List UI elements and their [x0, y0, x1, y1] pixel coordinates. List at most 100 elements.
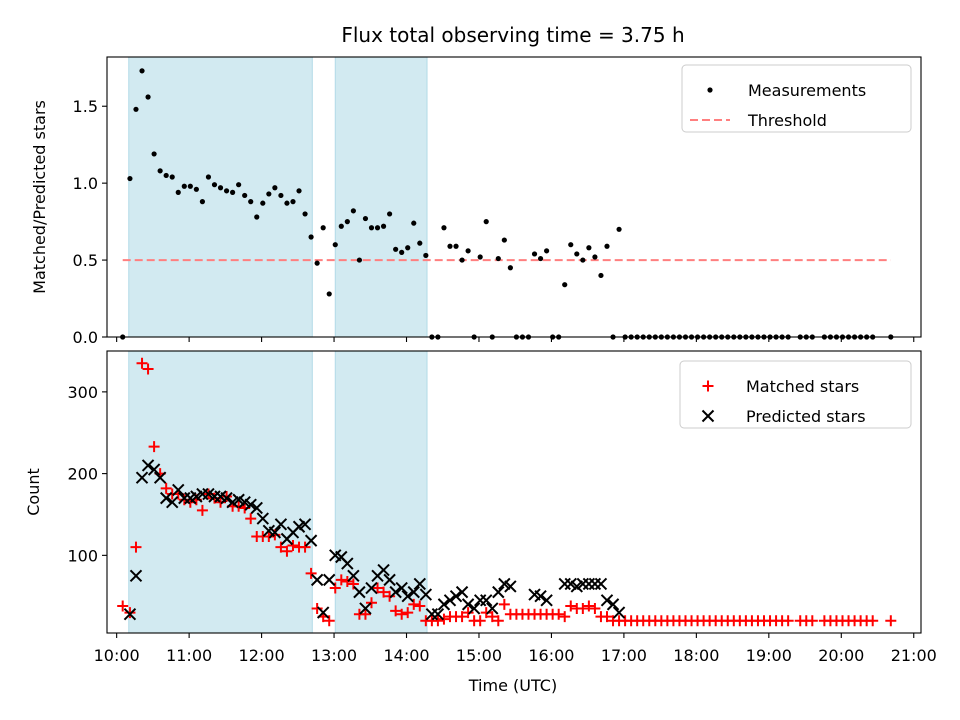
measurement-point	[230, 189, 236, 195]
measurement-point	[537, 255, 544, 262]
y-tick-label: 200	[67, 465, 98, 484]
measurement-point	[544, 248, 550, 254]
y-tick-label: 0.0	[73, 328, 98, 347]
matched-stars-point	[329, 582, 341, 594]
observation-windows	[128, 56, 428, 338]
measurement-point	[616, 226, 622, 232]
predicted-stars-point	[323, 573, 336, 587]
measurement-point	[205, 174, 212, 180]
ratio-data-marks	[120, 68, 894, 340]
measurement-point	[344, 219, 350, 225]
matched-stars-point	[414, 600, 426, 612]
matched-stars-point	[396, 608, 408, 620]
measurement-point	[163, 172, 169, 179]
measurement-point	[260, 200, 266, 206]
x-tick-label: 18:00	[673, 646, 719, 665]
x-tick-label: 16:00	[528, 646, 574, 665]
matched-stars-point	[263, 531, 275, 543]
measurement-point	[242, 192, 248, 199]
x-tick-label: 19:00	[746, 646, 792, 665]
y-tick-label: 0.5	[73, 251, 98, 270]
predicted-stars-point	[304, 534, 318, 547]
measurement-point	[320, 225, 326, 231]
predicted-stars-point	[250, 501, 263, 515]
matched-stars-point	[124, 607, 136, 619]
matched-stars-point	[196, 504, 208, 516]
matched-stars-point	[577, 602, 589, 614]
matched-stars-point	[782, 615, 794, 627]
matched-stars-point	[390, 605, 402, 617]
matched-stars-point	[867, 615, 879, 627]
measurement-point	[332, 242, 338, 248]
predicted-stars-point	[298, 518, 312, 531]
matched-stars-point	[341, 576, 353, 588]
predicted-stars-point	[244, 498, 257, 511]
measurement-point	[175, 189, 181, 195]
x-tick-label: 21:00	[891, 646, 937, 665]
measurement-point	[423, 252, 429, 259]
measurement-point	[254, 214, 260, 220]
matched-stars-point	[117, 600, 129, 612]
matched-stars-point	[486, 611, 498, 623]
x-tick-label: 17:00	[601, 646, 647, 665]
measurement-point	[507, 265, 513, 271]
x-tick-label: 11:00	[166, 646, 212, 665]
observation-window	[334, 350, 428, 634]
matched-stars-point	[456, 611, 468, 623]
legend-marker-matched	[702, 380, 714, 392]
matched-stars-point	[432, 615, 444, 627]
measurement-point	[284, 200, 290, 206]
measurement-point	[157, 168, 163, 174]
observation-window	[128, 350, 313, 634]
predicted-stars-point	[359, 602, 372, 615]
predicted-stars-point	[153, 471, 167, 484]
measurement-point	[441, 225, 447, 231]
predicted-stars-point	[449, 590, 463, 603]
measurement-point	[290, 199, 296, 205]
matched-stars-point	[347, 578, 359, 590]
predicted-stars-point	[606, 598, 620, 611]
predicted-stars-point	[316, 606, 330, 619]
measurement-point	[592, 254, 598, 260]
predicted-stars-point	[256, 512, 270, 525]
matched-stars-point	[553, 608, 565, 620]
measurement-point	[169, 174, 175, 180]
measurement-point	[495, 255, 501, 262]
measurement-point	[380, 223, 387, 229]
legend-label: Matched stars	[746, 377, 859, 396]
predicted-stars-point	[389, 585, 402, 599]
matched-stars-point	[359, 608, 371, 620]
matched-stars-point	[462, 607, 474, 619]
measurement-point	[199, 199, 206, 205]
ratio-plot-frame	[106, 56, 922, 338]
matched-stars-point	[160, 482, 172, 494]
measurement-point	[350, 208, 356, 214]
measurement-point	[417, 240, 423, 246]
matched-stars-point	[305, 567, 317, 579]
matched-stars-point	[148, 441, 160, 453]
measurement-point	[266, 191, 272, 197]
matched-stars-point	[402, 607, 414, 619]
measurement-point	[580, 257, 586, 263]
predicted-stars-point	[504, 580, 517, 593]
ratio-y-axis-label: Matched/Predicted stars	[30, 100, 49, 294]
measurement-point	[133, 106, 139, 112]
y-tick-label: 1.5	[73, 97, 98, 116]
legend-label: Measurements	[748, 81, 866, 100]
predicted-stars-point	[123, 607, 137, 621]
figure-title: Flux total observing time = 3.75 h	[341, 23, 684, 47]
predicted-stars-point	[341, 557, 354, 570]
measurement-point	[368, 225, 375, 231]
measurement-point	[193, 186, 199, 192]
matched-stars-point	[589, 602, 601, 614]
matched-stars-point	[221, 490, 233, 502]
predicted-stars-point	[172, 483, 185, 497]
measurement-point	[314, 260, 320, 266]
ratio-legend: Measurements Threshold	[681, 64, 912, 133]
predicted-stars-point	[310, 573, 324, 587]
measurement-point	[374, 225, 381, 231]
matched-stars-point	[384, 590, 396, 602]
measurement-point	[326, 291, 332, 297]
y-tick-label: 100	[67, 546, 98, 565]
legend-frame	[681, 64, 912, 133]
